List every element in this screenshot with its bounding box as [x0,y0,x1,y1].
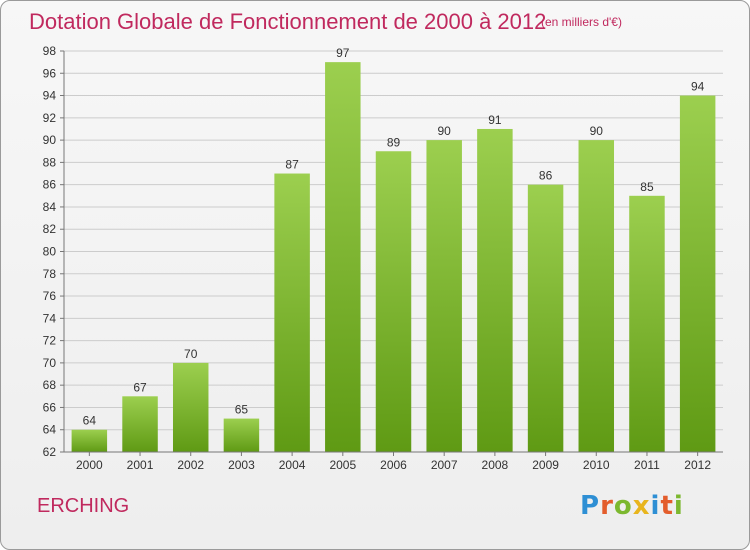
data-label: 91 [488,113,502,127]
logo-letter: P [580,491,601,521]
x-tick-label: 2001 [127,458,154,472]
x-tick-label: 2005 [329,458,356,472]
x-tick-label: 2010 [583,458,610,472]
logo-letter: i [650,491,661,521]
chart-title: Dotation Globale de Fonctionnement de 20… [29,9,547,34]
y-tick-label: 70 [43,356,57,370]
bar-2006 [375,151,412,452]
data-label: 85 [640,180,654,194]
data-label: 70 [184,347,198,361]
data-label: 87 [285,158,299,172]
x-tick-label: 2004 [279,458,306,472]
y-tick-label: 78 [43,267,57,281]
x-tick-label: 2011 [634,458,660,472]
bar-2003 [223,418,260,452]
y-tick-label: 68 [43,378,57,392]
y-tick-label: 72 [43,334,57,348]
x-tick-label: 2003 [228,458,255,472]
data-label: 97 [336,46,350,60]
y-tick-label: 64 [43,423,57,437]
proxiti-logo: Proxiti [580,491,684,521]
x-tick-label: 2006 [380,458,407,472]
y-tick-label: 94 [43,89,57,103]
y-tick-label: 82 [43,222,57,236]
bar-2004 [274,173,310,452]
logo-letter: x [632,491,651,521]
x-tick-label: 2000 [76,458,103,472]
y-tick-label: 84 [43,200,57,214]
bar-2007 [426,140,462,452]
y-tick-label: 62 [43,445,57,459]
x-tick-label: 2012 [684,458,711,472]
bar-2010 [578,140,615,452]
data-label: 67 [133,380,147,394]
y-tick-label: 76 [43,289,57,303]
x-tick-label: 2002 [177,458,204,472]
data-label: 90 [590,124,604,138]
data-label: 86 [539,169,553,183]
logo-letter: i [673,491,684,521]
x-tick-label: 2008 [482,458,509,472]
y-tick-label: 80 [43,245,57,259]
chart-subtitle: (en milliers d'€) [541,15,622,29]
x-tick-label: 2007 [431,458,458,472]
y-tick-label: 74 [43,311,57,325]
bar-2001 [122,396,158,452]
data-label: 90 [438,124,452,138]
commune-name: ERCHING [37,495,130,517]
y-tick-label: 86 [43,178,57,192]
y-tick-label: 90 [43,133,57,147]
y-tick-label: 96 [43,66,57,80]
data-label: 64 [83,414,97,428]
y-tick-label: 66 [43,400,57,414]
bar-2009 [527,184,564,452]
bar-2000 [71,429,108,452]
data-label: 94 [691,80,705,94]
y-tick-label: 98 [43,44,57,58]
bar-2012 [679,95,716,453]
bar-2005 [325,62,361,453]
y-tick-label: 88 [43,155,57,169]
x-tick-label: 2009 [532,458,559,472]
bar-2002 [172,362,209,452]
data-label: 65 [235,403,249,417]
logo-letter: r [600,491,614,521]
bar-2011 [629,195,665,453]
logo-letter: o [613,491,633,521]
bar-2008 [477,128,513,452]
logo-letter: t [660,491,674,521]
y-tick-label: 92 [43,111,57,125]
data-label: 89 [387,135,401,149]
